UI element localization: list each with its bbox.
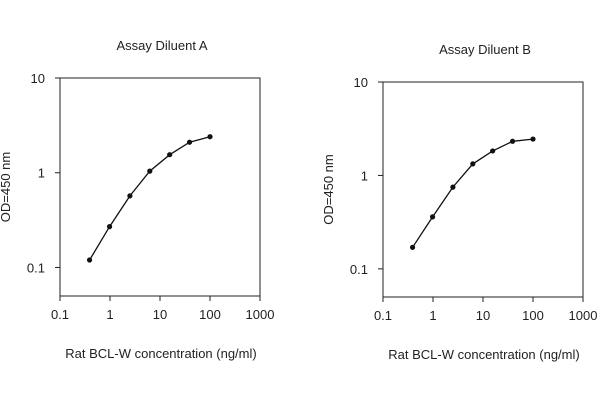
x-tick-label: 1 <box>429 308 436 323</box>
plot-frame <box>59 77 261 297</box>
x-axis-label: Rat BCL-W concentration (ng/ml) <box>65 346 256 361</box>
x-tick-label: 10 <box>153 307 167 322</box>
plot-frame <box>382 81 584 298</box>
chart-title: Assay Diluent B <box>439 42 531 57</box>
y-tick-label: 0.1 <box>27 260 45 275</box>
y-tick-label: 10 <box>354 75 368 90</box>
y-tick-label: 1 <box>38 166 45 181</box>
data-point <box>186 139 193 145</box>
data-point <box>409 244 416 250</box>
x-tick-label: 10 <box>476 308 490 323</box>
y-axis-label: OD=450 nm <box>0 152 13 222</box>
x-tick-label: 0.1 <box>51 307 69 322</box>
data-point <box>450 184 456 190</box>
data-point <box>509 138 516 144</box>
series-line <box>412 138 534 248</box>
y-axis-label: OD=450 nm <box>321 154 336 224</box>
data-point <box>207 134 213 140</box>
y-tick-label: 0.1 <box>350 262 368 277</box>
x-tick-label: 1 <box>106 307 113 322</box>
data-point <box>530 136 536 142</box>
chart-title: Assay Diluent A <box>116 38 207 53</box>
x-tick-label: 1000 <box>246 307 275 322</box>
chart-panel-1: Assay Diluent A 0.1 1 10 100 1000 0.1 1 10 Rat BC… <box>0 38 274 361</box>
x-tick-label: 100 <box>199 307 221 322</box>
data-point <box>429 214 436 220</box>
data-point <box>106 224 113 230</box>
x-tick-label: 100 <box>522 308 544 323</box>
data-point <box>470 161 476 167</box>
series-line <box>89 136 211 261</box>
chart-panel-2: Assay Diluent B 0.1 1 10 100 1000 0.1 1 10 Rat BC… <box>321 42 597 362</box>
data-point <box>167 152 173 158</box>
x-tick-label: 1000 <box>569 308 598 323</box>
data-point <box>147 168 153 174</box>
data-point <box>127 193 133 199</box>
y-tick-label: 1 <box>361 168 368 183</box>
y-tick-label: 10 <box>31 71 45 86</box>
data-point <box>86 257 93 263</box>
x-axis-label: Rat BCL-W concentration (ng/ml) <box>388 347 579 362</box>
data-point <box>490 148 496 154</box>
x-tick-label: 0.1 <box>374 308 392 323</box>
